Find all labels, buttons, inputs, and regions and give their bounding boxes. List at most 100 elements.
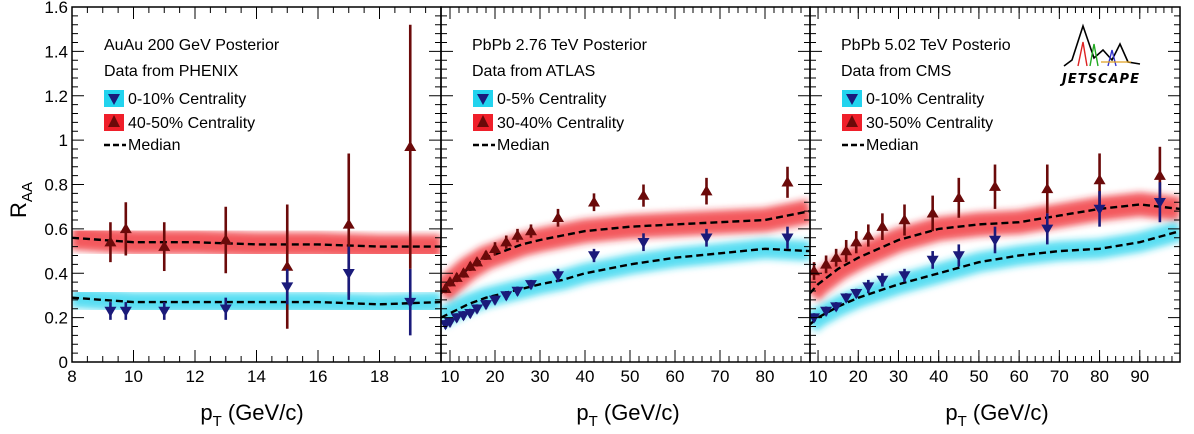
peripheral-data-point [511, 229, 524, 240]
x-tick-label: 70 [1050, 367, 1069, 386]
central-data-point [850, 289, 863, 300]
y-tick-label: 1 [59, 131, 68, 150]
peripheral-data-point [525, 225, 537, 236]
central-data-point [820, 306, 833, 317]
legend-data-source: Data from ATLAS [472, 63, 595, 80]
y-tick-label: 0.4 [44, 264, 68, 283]
legend-median: Median [866, 137, 918, 154]
peripheral-data-point [952, 191, 965, 203]
y-tick-label: 1.2 [44, 87, 68, 106]
peripheral-data-point [850, 236, 863, 247]
panel-pbpb-276: 10 20 30 40 50 60 70 80 PbPb 2.76 TeV Posterior… [440, 6, 811, 386]
central-data-point [471, 304, 483, 315]
central-data-point [158, 306, 171, 317]
peripheral-data-point [444, 276, 456, 287]
x-tick-label: 40 [576, 367, 595, 386]
central-data-point [637, 237, 650, 249]
central-data-point [404, 297, 417, 309]
peripheral-data-point [876, 220, 889, 231]
x-tick-label: 16 [309, 367, 328, 386]
legend: PbPb 5.02 TeV Posterio Data from CMS 0-1… [841, 37, 1011, 154]
legend-title: PbPb 2.76 TeV Posterior [472, 37, 648, 54]
legend-peripheral: 30-50% Centrality [866, 115, 993, 132]
legend-title: PbPb 5.02 TeV Posterio [841, 37, 1011, 54]
legend-peripheral: 40-50% Centrality [128, 115, 255, 132]
plot-area [441, 166, 810, 331]
central-data-point [876, 275, 889, 286]
legend-median: Median [497, 137, 549, 154]
x-tick-label: 90 [1130, 367, 1149, 386]
central-data-point [219, 304, 232, 315]
y-tick-label: 0.8 [44, 176, 68, 195]
peripheral-data-point [1153, 169, 1166, 180]
peripheral-data-point [342, 218, 355, 229]
legend-peripheral: 30-40% Centrality [497, 115, 624, 132]
central-data-point [700, 233, 713, 244]
x-axis-label-2: pT (GeV/c) [576, 400, 679, 430]
central-data-point [552, 271, 564, 282]
x-tick-label: 30 [889, 367, 908, 386]
x-tick-label: 60 [666, 367, 685, 386]
peripheral-data-point [1093, 174, 1106, 185]
x-axis-label-1: pT (GeV/c) [200, 400, 303, 430]
x-tick-label: 50 [621, 367, 640, 386]
peripheral-data-point [588, 196, 600, 207]
legend-central: 0-5% Centrality [497, 91, 606, 108]
central-data-point [1093, 204, 1106, 215]
legend-central-marker [846, 94, 858, 105]
y-tick-label: 0 [59, 353, 68, 372]
peripheral-data-point [898, 214, 911, 225]
legend-central: 0-10% Centrality [128, 91, 246, 108]
peripheral-data-point [489, 242, 501, 254]
x-tick-label: 40 [929, 367, 948, 386]
peripheral-data-point [810, 265, 821, 276]
legend: AuAu 200 GeV Posterior Data from PHENIX … [104, 37, 280, 154]
peripheral-data-point [862, 229, 875, 240]
x-tick-label: 80 [756, 367, 775, 386]
y-tick-label: 0.6 [44, 220, 68, 239]
peripheral-data-point [820, 258, 833, 269]
x-tick-label: 10 [809, 367, 828, 386]
peripheral-data-point [158, 240, 171, 251]
plot-frame [440, 6, 811, 363]
central-data-point [840, 293, 853, 304]
central-data-point [444, 317, 456, 329]
peripheral-data-point [830, 251, 843, 262]
y-axis-label: RAA [6, 182, 36, 218]
peripheral-data-point [840, 245, 853, 256]
central-data-point [1153, 198, 1166, 209]
legend-data-source: Data from CMS [841, 63, 951, 80]
x-tick-label: 70 [711, 367, 730, 386]
central-data-point [480, 300, 492, 311]
peripheral-data-point [464, 260, 477, 271]
central-data-point [810, 313, 821, 324]
central-data-point [926, 255, 939, 266]
logo-wordmark: JETSCAPE [1059, 72, 1140, 87]
y-tick-label: 0.2 [44, 309, 68, 328]
central-data-point [457, 311, 470, 322]
x-tick-label: 60 [1010, 367, 1029, 386]
legend-peripheral-marker [477, 115, 489, 127]
median-line-central [441, 247, 810, 319]
central-data-point [862, 282, 875, 293]
peripheral-data-point [552, 211, 564, 222]
peripheral-data-point [450, 271, 463, 282]
peripheral-data-point [1041, 182, 1054, 194]
central-data-point [588, 251, 600, 262]
central-data-point [898, 271, 911, 282]
central-data-point [952, 251, 965, 262]
legend-median: Median [128, 137, 180, 154]
peripheral-data-point [119, 222, 132, 234]
central-data-point [781, 233, 794, 244]
central-data-point [1041, 224, 1054, 235]
x-tick-label: 12 [186, 367, 205, 386]
legend: PbPb 2.76 TeV Posterior Data from ATLAS … [472, 37, 648, 154]
central-data-point [511, 286, 524, 297]
central-data-point [500, 291, 513, 302]
central-data-point [830, 302, 843, 313]
legend-data-source: Data from PHENIX [104, 63, 239, 80]
y-tick-label: 1.4 [44, 42, 68, 61]
plot-area [810, 146, 1180, 332]
panel-pbpb-502: 10 20 30 40 50 60 70 80 90 PbPb 5.02 TeV Posteri… [809, 6, 1181, 386]
